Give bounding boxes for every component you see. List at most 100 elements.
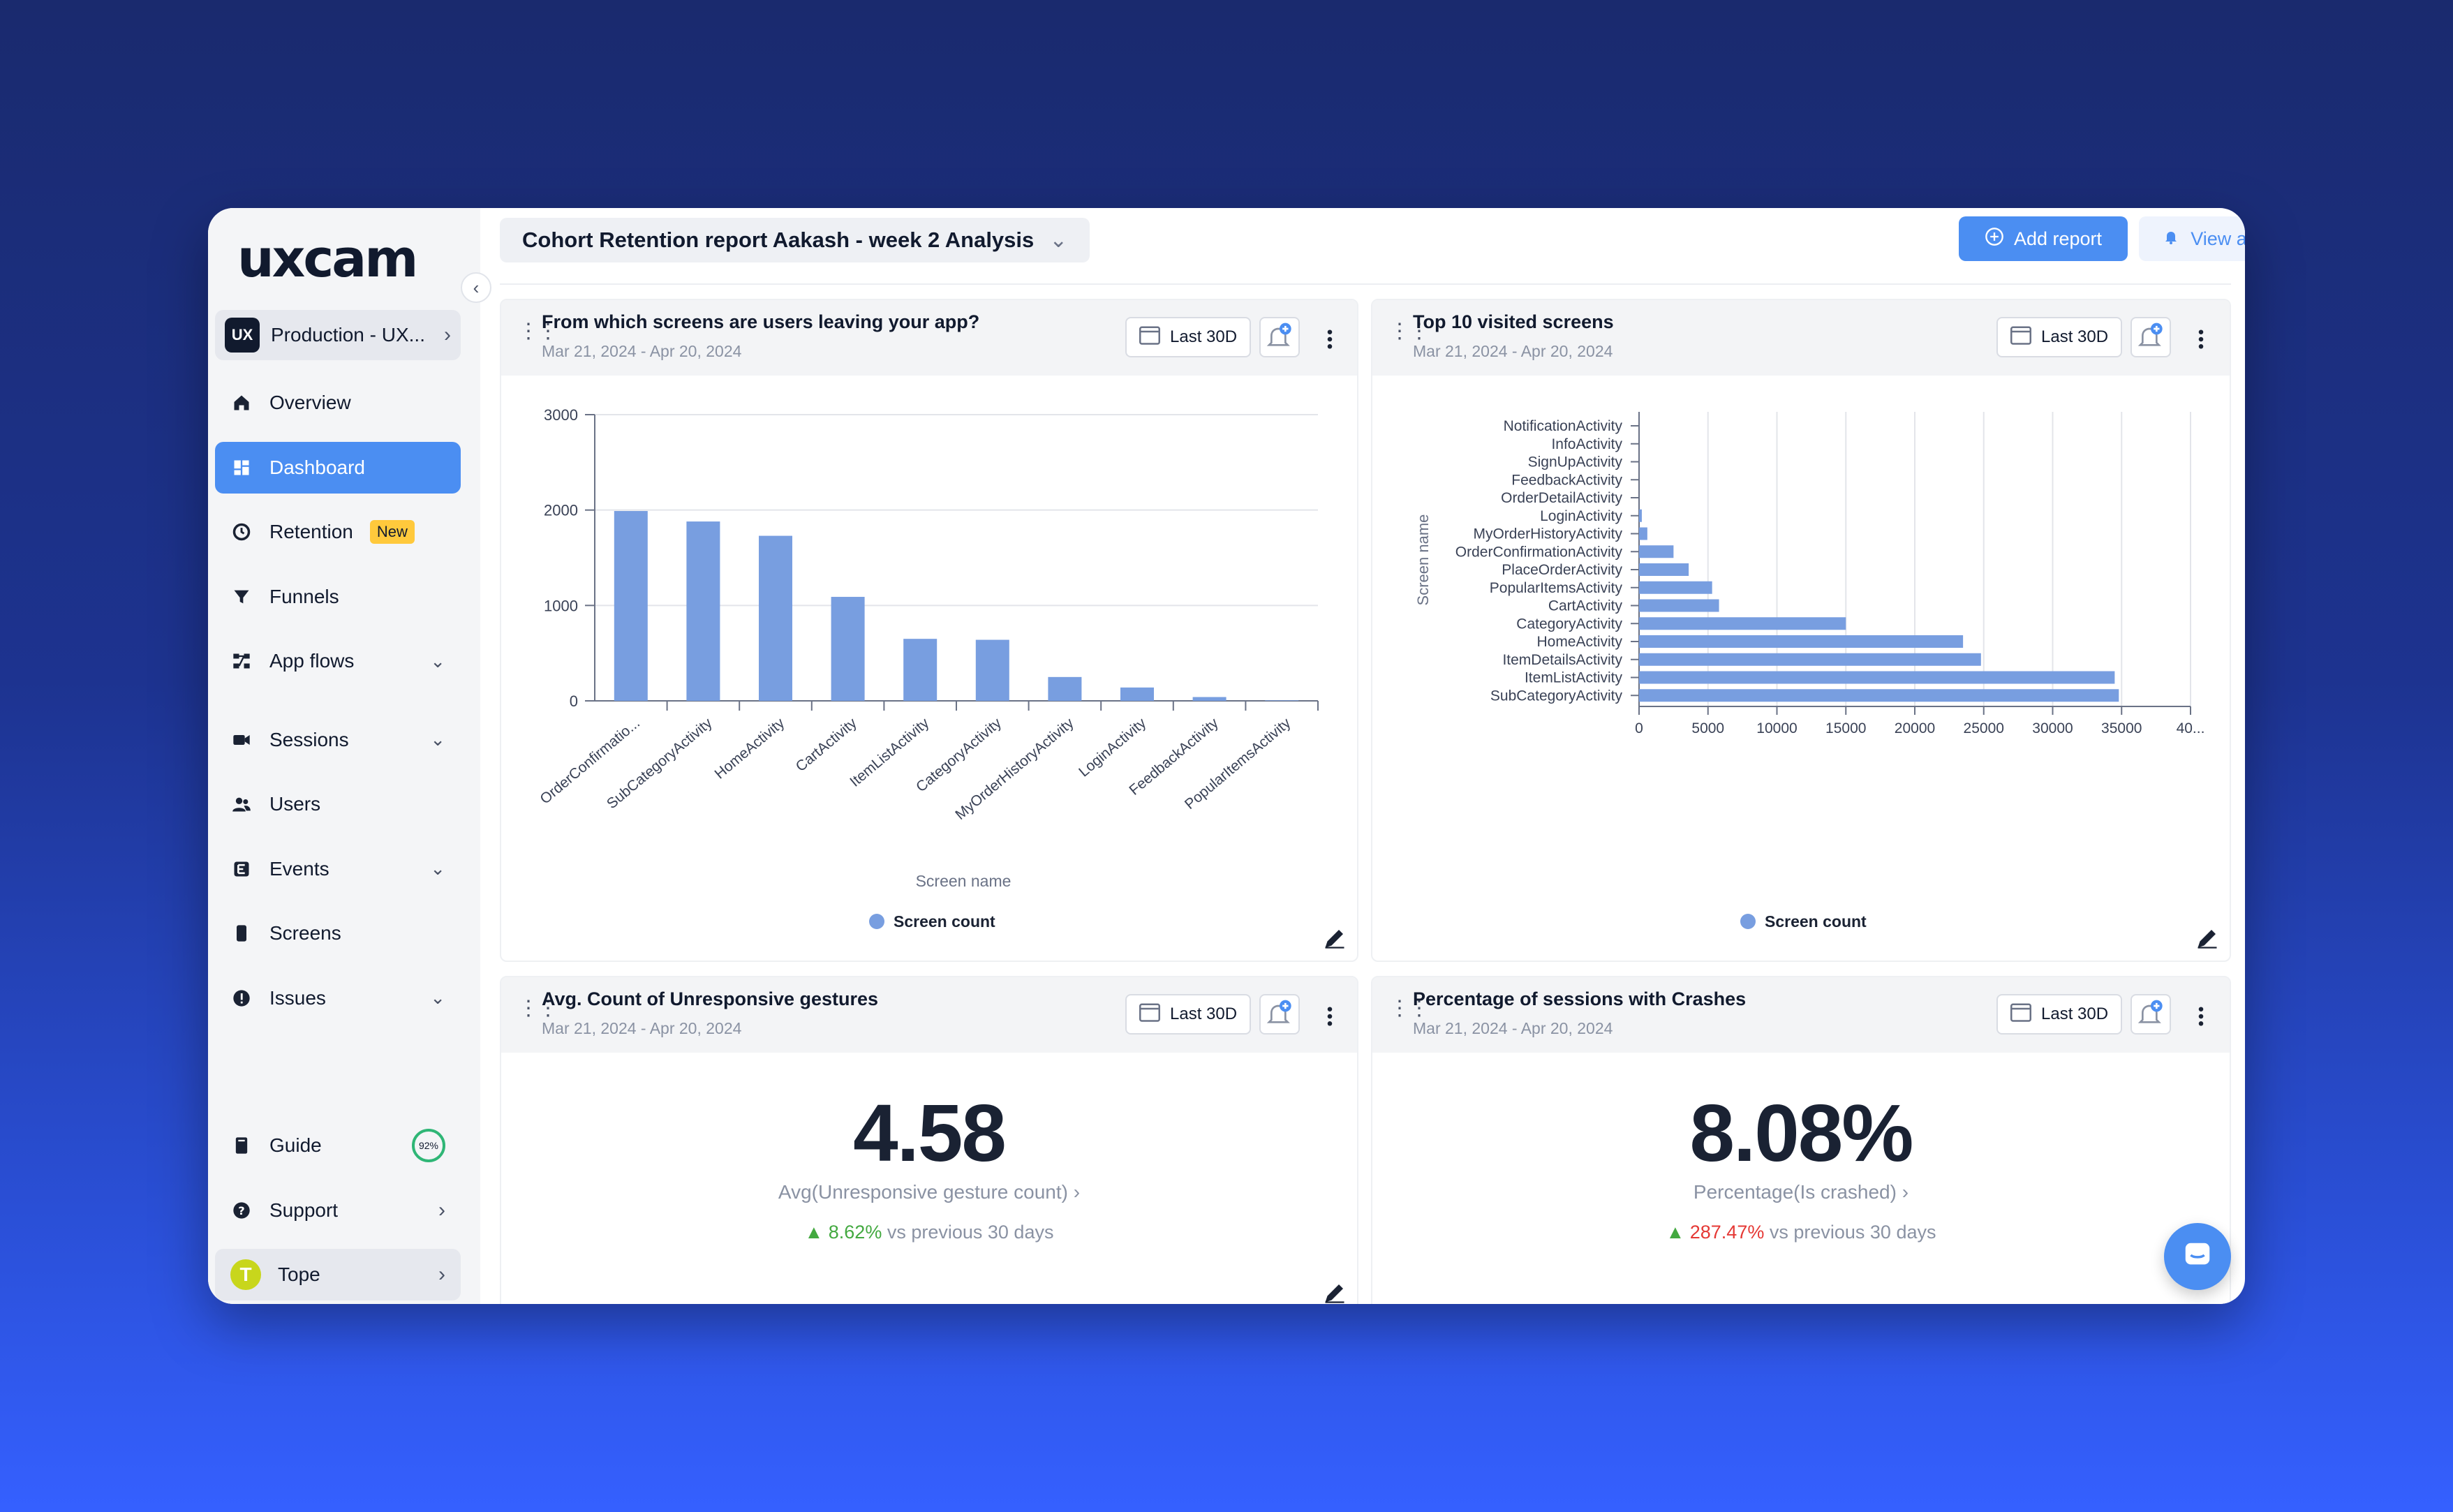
retention-icon: [230, 521, 253, 543]
chevron-right-icon: ›: [438, 1198, 445, 1222]
card-date-range: Mar 21, 2024 - Apr 20, 2024: [542, 342, 742, 360]
app-window: uxcam UX Production - UX... › Overview D…: [208, 208, 2245, 1304]
trend-up-icon: ▲: [1666, 1222, 1685, 1243]
add-alert-button[interactable]: [1259, 317, 1300, 357]
uxcam-logo[interactable]: uxcam: [237, 229, 418, 289]
metric-value: 8.08%: [1689, 1088, 1914, 1178]
chevron-right-icon: ›: [444, 323, 451, 346]
bar: [1639, 653, 1981, 666]
metric-change: ▲ 287.47% vs previous 30 days: [1372, 1222, 2230, 1243]
change-value: 287.47%: [1689, 1222, 1765, 1243]
bar: [1639, 671, 2115, 684]
y-tick-label: OrderDetailActivity: [1501, 490, 1622, 506]
bell-icon: [2163, 228, 2179, 250]
collapse-sidebar-button[interactable]: ‹: [461, 272, 491, 303]
add-report-button[interactable]: Add report: [1959, 216, 2128, 261]
sidebar-item-retention[interactable]: Retention New: [215, 506, 461, 558]
bar: [759, 535, 792, 701]
sidebar-item-funnels[interactable]: Funnels: [215, 571, 461, 623]
x-tick-label: CartActivity: [793, 715, 861, 775]
x-tick-label: HomeActivity: [712, 715, 788, 783]
users-icon: [230, 793, 253, 815]
sidebar-item-label: Issues: [269, 986, 326, 1009]
sidebar-item-users[interactable]: Users: [215, 778, 461, 830]
exit-screens-chart: 0100020003000OrderConfirmatio...SubCateg…: [537, 406, 1319, 931]
exit-screens-card: ⋮⋮ From which screens are users leaving …: [500, 299, 1358, 962]
y-tick-label: 2000: [544, 502, 578, 519]
date-range-button[interactable]: Last 30D: [1125, 317, 1252, 357]
date-range-button[interactable]: Last 30D: [1996, 317, 2123, 357]
more-vertical-icon[interactable]: [2191, 325, 2211, 353]
project-selector[interactable]: UX Production - UX... ›: [215, 310, 461, 360]
user-menu[interactable]: T Tope ›: [215, 1249, 461, 1300]
metric-label[interactable]: Avg(Unresponsive gesture count) ›: [778, 1181, 1081, 1203]
legend-label: Screen count: [1765, 912, 1867, 931]
legend-swatch: [869, 914, 884, 929]
calendar-icon: [2010, 325, 2031, 350]
sidebar-item-dashboard[interactable]: Dashboard: [215, 441, 461, 494]
card-title: Avg. Count of Unresponsive gestures: [542, 988, 879, 1009]
report-selector[interactable]: Cohort Retention report Aakash - week 2 …: [500, 218, 1090, 262]
bar: [1639, 563, 1689, 576]
user-name: Tope: [278, 1263, 320, 1285]
change-suffix: vs previous 30 days: [1769, 1222, 1936, 1243]
x-tick-label: 0: [1635, 720, 1643, 736]
sidebar-item-label: Users: [269, 793, 321, 815]
edit-icon[interactable]: [1322, 926, 1347, 951]
bar: [1639, 635, 1964, 648]
sidebar-item-events[interactable]: Events ⌄: [215, 843, 461, 895]
chat-icon: [2181, 1239, 2214, 1275]
sidebar-item-screens[interactable]: Screens: [215, 907, 461, 959]
chevron-left-icon: ‹: [473, 276, 480, 298]
more-vertical-icon[interactable]: [2191, 1002, 2211, 1030]
bar: [1639, 545, 1674, 558]
x-tick-label: 15000: [1825, 720, 1866, 736]
y-tick-label: 1000: [544, 597, 578, 614]
chevron-right-icon: ›: [438, 1263, 445, 1286]
y-tick-label: InfoActivity: [1551, 436, 1622, 452]
guide-progress: 92%: [412, 1129, 445, 1162]
y-tick-label: ItemListActivity: [1525, 670, 1623, 686]
sidebar-item-overview[interactable]: Overview: [215, 377, 461, 429]
y-tick-label: SubCategoryActivity: [1490, 688, 1623, 704]
date-range-button[interactable]: Last 30D: [1125, 994, 1252, 1035]
sidebar-item-label: App flows: [269, 650, 355, 672]
home-icon: [230, 392, 253, 414]
bar: [1192, 697, 1226, 701]
y-tick-label: ItemDetailsActivity: [1502, 652, 1622, 668]
add-alert-button[interactable]: [1259, 994, 1300, 1035]
x-tick-label: 20000: [1895, 720, 1935, 736]
sidebar-item-app-flows[interactable]: App flows ⌄: [215, 635, 461, 687]
more-vertical-icon[interactable]: [1319, 1002, 1340, 1030]
bar: [1639, 581, 1712, 594]
y-tick-label: SignUpActivity: [1528, 454, 1623, 470]
y-tick-label: LoginActivity: [1540, 508, 1622, 524]
edit-icon[interactable]: [1322, 1280, 1347, 1304]
edit-icon[interactable]: [2195, 926, 2220, 951]
calendar-icon: [1139, 325, 1160, 350]
metric-value: 4.58: [853, 1088, 1007, 1178]
view-alerts-button[interactable]: View alerts: [2139, 216, 2245, 261]
more-vertical-icon[interactable]: [1319, 325, 1340, 353]
metric-label[interactable]: Percentage(Is crashed) ›: [1693, 1181, 1909, 1203]
date-range-button[interactable]: Last 30D: [1996, 994, 2123, 1035]
y-tick-label: 3000: [544, 406, 578, 424]
sidebar-item-support[interactable]: ? Support ›: [215, 1185, 461, 1236]
bar: [1639, 509, 1642, 522]
sidebar-item-label: Events: [269, 857, 329, 880]
calendar-icon: [2010, 1002, 2031, 1027]
trend-up-icon: ▲: [804, 1222, 824, 1243]
sidebar-item-guide[interactable]: Guide 92%: [215, 1120, 461, 1171]
change-suffix: vs previous 30 days: [887, 1222, 1054, 1243]
card-header: ⋮⋮ Avg. Count of Unresponsive gestures M…: [501, 977, 1357, 1053]
chat-support-button[interactable]: [2164, 1223, 2231, 1290]
y-tick-label: FeedbackActivity: [1511, 472, 1622, 488]
add-alert-button[interactable]: [2130, 317, 2171, 357]
sidebar-item-sessions[interactable]: Sessions ⌄: [215, 714, 461, 766]
card-date-range: Mar 21, 2024 - Apr 20, 2024: [1413, 1019, 1613, 1037]
sidebar-item-label: Dashboard: [269, 456, 365, 478]
y-tick-label: MyOrderHistoryActivity: [1473, 526, 1622, 542]
add-alert-button[interactable]: [2130, 994, 2171, 1035]
sidebar-item-issues[interactable]: Issues ⌄: [215, 972, 461, 1024]
x-tick-label: 10000: [1756, 720, 1797, 736]
